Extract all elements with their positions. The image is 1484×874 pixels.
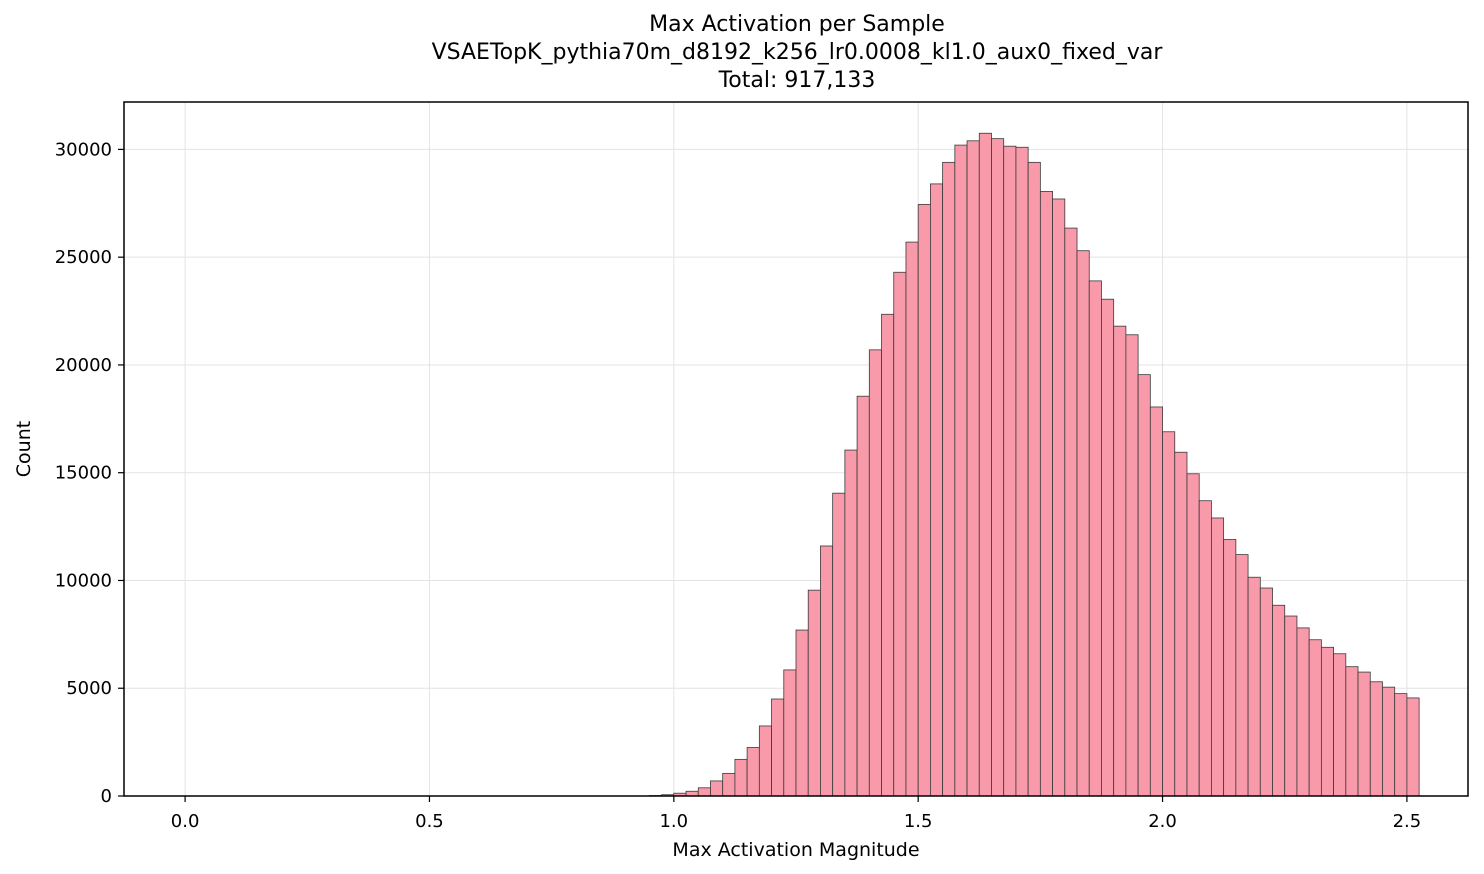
x-tick-label: 0.0 bbox=[171, 811, 200, 832]
histogram-bar bbox=[1162, 431, 1176, 797]
histogram-bar bbox=[1296, 627, 1310, 797]
histogram-bar bbox=[1211, 517, 1225, 797]
histogram-bar bbox=[1137, 374, 1151, 797]
histogram-bar bbox=[1101, 298, 1115, 797]
histogram-bar bbox=[1345, 666, 1359, 797]
y-tick-label: 0 bbox=[101, 786, 112, 807]
histogram-bar bbox=[1039, 191, 1053, 797]
y-tick-label: 5000 bbox=[66, 678, 112, 699]
histogram-bar bbox=[771, 698, 785, 797]
histogram-bar bbox=[1320, 646, 1335, 797]
y-tick-label: 15000 bbox=[55, 463, 112, 484]
chart-title-line-2: VSAETopK_pythia70m_d8192_k256_lr0.0008_k… bbox=[431, 40, 1163, 65]
histogram-bar bbox=[1186, 473, 1200, 797]
histogram-bar bbox=[1027, 161, 1041, 797]
histogram-bar bbox=[746, 747, 760, 797]
histogram-bar bbox=[807, 589, 821, 797]
histogram-bar bbox=[881, 313, 895, 797]
y-tick-label: 25000 bbox=[55, 247, 112, 268]
histogram-bar bbox=[758, 725, 772, 797]
histogram-bar bbox=[1015, 146, 1029, 797]
histogram-bar bbox=[1369, 681, 1383, 797]
histogram-bar bbox=[820, 545, 834, 797]
histogram-bar bbox=[1235, 554, 1249, 797]
histogram-bar bbox=[1125, 334, 1139, 797]
histogram-bar bbox=[978, 132, 992, 797]
histogram-bar bbox=[905, 241, 919, 797]
histogram-bar bbox=[856, 395, 870, 797]
y-tick-label: 30000 bbox=[55, 139, 112, 160]
histogram-bar bbox=[1223, 539, 1237, 797]
histogram-bar bbox=[1149, 406, 1163, 797]
histogram-bar bbox=[697, 787, 711, 797]
histogram-bar bbox=[1357, 671, 1371, 797]
histogram-bar bbox=[942, 161, 956, 797]
x-tick-label: 1.0 bbox=[659, 811, 688, 832]
histogram-bar bbox=[1259, 587, 1273, 797]
chart-title-line-3: Total: 917,133 bbox=[718, 68, 876, 93]
histogram-bar bbox=[1247, 576, 1261, 797]
y-tick-label: 20000 bbox=[55, 355, 112, 376]
x-axis-label: Max Activation Magnitude bbox=[672, 839, 919, 861]
histogram-bar bbox=[930, 183, 944, 797]
histogram-bar bbox=[1113, 325, 1127, 797]
histogram-bar bbox=[1052, 198, 1066, 797]
histogram-bar bbox=[1394, 693, 1408, 797]
x-tick-label: 0.5 bbox=[415, 811, 444, 832]
histogram-bar bbox=[1003, 145, 1017, 797]
histogram-bar bbox=[1406, 697, 1420, 797]
histogram-bar bbox=[954, 144, 968, 797]
histogram-bar bbox=[868, 349, 882, 797]
y-axis-label: Count bbox=[13, 421, 35, 477]
histogram-bar bbox=[710, 780, 724, 797]
histogram-bar bbox=[722, 772, 736, 797]
y-tick-label: 10000 bbox=[55, 570, 112, 591]
histogram-bar bbox=[795, 629, 809, 797]
histogram-bar bbox=[783, 669, 797, 797]
histogram-bar bbox=[1272, 604, 1286, 797]
histogram-bar bbox=[832, 492, 846, 797]
histogram-bar bbox=[1284, 615, 1298, 797]
histogram-bar bbox=[893, 271, 907, 797]
histogram-bar bbox=[991, 138, 1005, 797]
x-tick-label: 2.5 bbox=[1393, 811, 1422, 832]
histogram-bar bbox=[1382, 686, 1396, 797]
x-tick-label: 2.0 bbox=[1148, 811, 1177, 832]
histogram-bar bbox=[1076, 250, 1090, 797]
axis-ticks: 0.0 0.5 1.0 1.5 2.0 2.5 0 5000 10000 15000 20000 25… bbox=[55, 139, 1421, 832]
histogram-bar bbox=[1333, 653, 1347, 797]
histogram-bar bbox=[1064, 227, 1078, 797]
histogram-bar bbox=[1174, 451, 1188, 797]
plot-frame bbox=[123, 101, 1469, 797]
histogram-bars bbox=[648, 132, 1420, 797]
chart-title-line-1: Max Activation per Sample bbox=[649, 12, 945, 37]
histogram-bar bbox=[1198, 500, 1212, 797]
x-tick-label: 1.5 bbox=[904, 811, 933, 832]
histogram-bar bbox=[734, 758, 748, 797]
histogram-bar bbox=[844, 449, 858, 797]
histogram-bar bbox=[966, 140, 980, 797]
histogram-bar bbox=[1088, 280, 1102, 797]
histogram-bar bbox=[917, 203, 931, 797]
histogram-bar bbox=[1308, 639, 1322, 797]
